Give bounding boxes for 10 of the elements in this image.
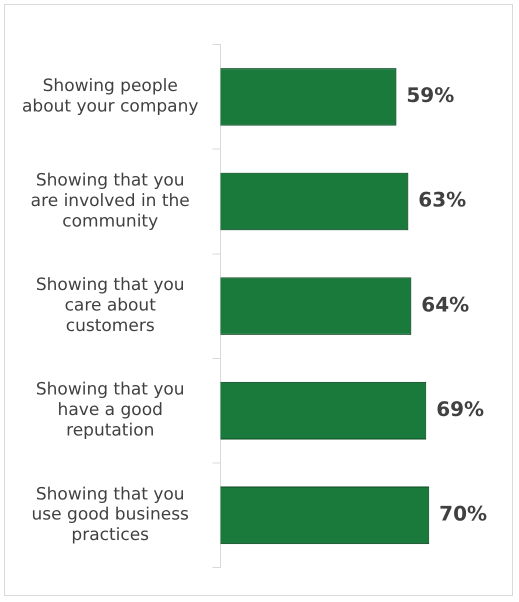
data-label: 70% — [439, 502, 488, 526]
y-tick-label: Showing that you have a good reputation — [36, 380, 185, 441]
data-label: 63% — [418, 188, 466, 212]
data-label: 69% — [436, 396, 484, 421]
y-tick-label: Showing people about your company — [22, 76, 198, 117]
y-tick-label: Showing that you care about customers — [36, 275, 185, 336]
data-label: 59% — [406, 83, 454, 108]
y-tick-label: Showing that you use good business practices — [32, 484, 190, 546]
y-tick-label: Showing that you are involved in the community — [30, 170, 190, 232]
data-label: 64% — [421, 292, 470, 316]
